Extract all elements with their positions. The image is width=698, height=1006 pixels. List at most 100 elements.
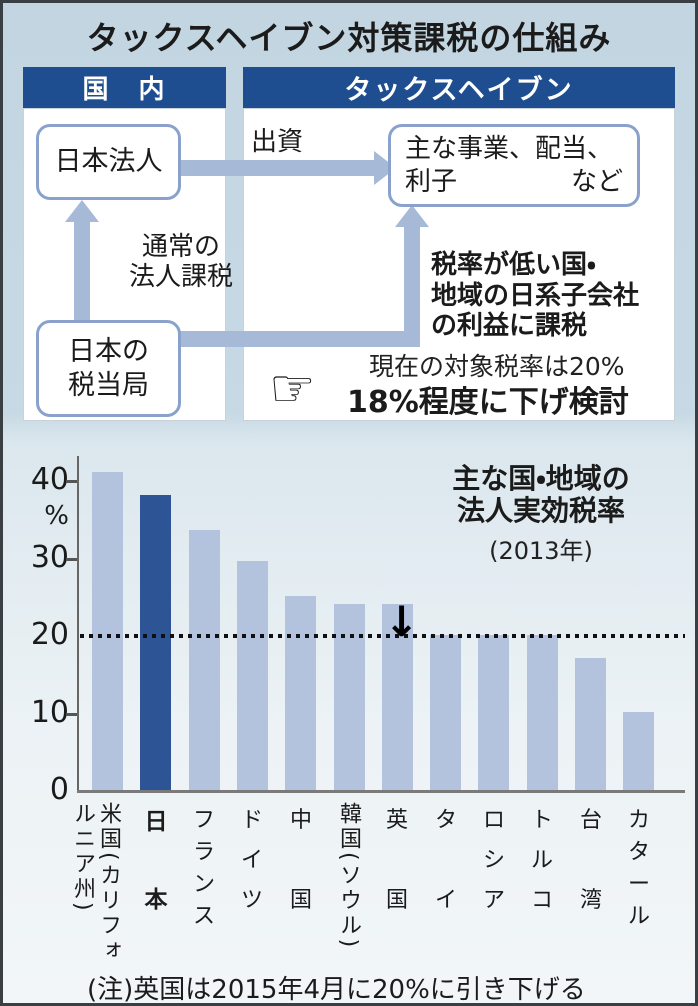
- bar-タイ: [430, 635, 461, 790]
- x-label-中国: 中国: [287, 802, 315, 914]
- bar-米国(カリフォルニア州): [92, 472, 123, 790]
- x-label-台湾: 台湾: [577, 802, 605, 914]
- normal-taxation-label: 通常の 法人課税: [121, 232, 241, 293]
- x-label-char: 湾: [579, 888, 602, 913]
- x-label-char: タ: [627, 840, 650, 865]
- x-label-column: タイ: [432, 802, 460, 914]
- uk-decrease-arrow-icon: ↓: [384, 597, 420, 646]
- japan-corporation-box: 日本法人: [36, 124, 181, 200]
- business-line2: 利子 など: [405, 166, 623, 199]
- chart-subtitle: (2013年): [489, 537, 593, 565]
- x-label-カタール: カタール: [625, 802, 653, 929]
- x-label-column: ドイツ: [238, 802, 266, 914]
- levy-line2: 地域の日系子会社: [431, 280, 640, 311]
- x-label-フランス: フランス: [190, 802, 218, 929]
- chart-title-line1: 主な国・地域の: [452, 462, 630, 495]
- business-line2-left: 利子: [405, 166, 458, 197]
- reference-line-20pct: [80, 634, 685, 638]
- x-label-char: ト: [530, 808, 553, 833]
- x-label-column: 英国: [383, 802, 411, 914]
- investment-arrow-shaft-icon: [179, 160, 376, 176]
- x-label-char: ア: [482, 888, 505, 913]
- x-label-column: トルコ: [528, 802, 556, 914]
- levy-arrow-head-icon: [395, 205, 429, 227]
- x-label-char: タ: [434, 808, 457, 833]
- y-tick-label-10: 10: [30, 694, 69, 730]
- x-label-char: 中: [289, 808, 312, 833]
- x-label-char: ス: [192, 904, 215, 929]
- x-label-char: フ: [192, 808, 215, 833]
- x-label-column: フランス: [190, 802, 218, 929]
- x-label-米国(カリフォルニア州): 米国(カリフォルニア州): [70, 802, 121, 964]
- levy-description: 税率が低い国・ 地域の日系子会社 の利益に課税: [431, 250, 686, 342]
- bar-台湾: [575, 658, 606, 790]
- x-label-column: ロシア: [480, 802, 508, 914]
- x-label-column: 日本: [142, 802, 170, 914]
- x-label-トルコ: トルコ: [528, 802, 556, 914]
- x-label-char: ロ: [482, 808, 505, 833]
- x-label-ドイツ: ドイツ: [238, 802, 266, 914]
- levy-line3: の利益に課税: [431, 311, 588, 342]
- x-label-char: ー: [627, 872, 650, 897]
- y-axis-line: [77, 456, 79, 793]
- tax-haven-header: タックスヘイブン: [243, 67, 675, 108]
- levy-arrow-vertical-shaft-icon: [404, 227, 420, 347]
- x-label-column: カタール: [625, 802, 653, 929]
- current-rate-text: 現在の対象税率は20%: [369, 352, 625, 381]
- x-label-char: コ: [530, 888, 553, 913]
- bar-フランス: [189, 530, 220, 790]
- x-label-タイ: タイ: [432, 802, 460, 914]
- tax-authority-line2: 税当局: [68, 369, 149, 401]
- chart-title-line2: 法人実効税率: [456, 494, 625, 528]
- footnote: (注)英国は2015年4月に20%に引き下げる: [87, 975, 586, 1005]
- x-label-char: イ: [240, 848, 263, 873]
- y-axis-unit-label: %: [44, 501, 69, 531]
- x-label-韓国(ソウル): 韓国(ソウル): [336, 802, 361, 951]
- business-box: 主な事業、配当、 利子 など: [388, 124, 640, 207]
- x-label-char: 英: [385, 808, 408, 833]
- investment-label: 出資: [251, 127, 304, 157]
- x-axis-line: [77, 790, 685, 793]
- up-arrow-shaft-icon: [74, 218, 90, 322]
- x-label-char: ル: [530, 848, 553, 873]
- business-line1: 主な事業、配当、: [405, 134, 614, 164]
- y-tick-label-40: 40: [30, 462, 69, 497]
- x-label-char: ン: [192, 872, 215, 897]
- tax-authority-box: 日本の 税当局: [36, 320, 181, 417]
- y-tick-label-20: 20: [30, 617, 69, 652]
- x-label-char: 台: [579, 808, 602, 833]
- x-label-char: イ: [434, 888, 457, 913]
- x-label-char: ル: [627, 904, 650, 929]
- x-label-char: 国: [385, 888, 408, 913]
- bar-日本: [140, 495, 171, 790]
- page-title: タックスヘイブン対策課税の仕組み: [86, 19, 612, 57]
- bar-中国: [285, 596, 316, 790]
- y-tick-mark-30: [66, 557, 77, 561]
- x-label-char: シ: [482, 848, 505, 873]
- levy-line1: 税率が低い国・: [431, 250, 596, 280]
- bar-ロシア: [478, 635, 509, 790]
- normal-taxation-line2: 法人課税: [128, 261, 233, 292]
- x-label-ロシア: ロシア: [480, 802, 508, 914]
- x-label-char: 日: [144, 809, 168, 835]
- bar-韓国(ソウル): [334, 604, 365, 790]
- y-tick-mark-10: [66, 712, 77, 716]
- x-label-日本: 日本: [142, 802, 170, 914]
- bar-ドイツ: [237, 561, 268, 790]
- x-label-char: 国: [289, 888, 312, 913]
- chart-title: 主な国・地域の 法人実効税率: [415, 462, 667, 528]
- x-label-英国: 英国: [383, 802, 411, 914]
- y-tick-mark-40: [66, 480, 77, 483]
- domestic-header: 国 内: [23, 67, 226, 108]
- proposal-text: 18%程度に下げ検討: [347, 385, 629, 420]
- pointing-hand-icon: ☞: [269, 359, 316, 419]
- y-tick-label-0: 0: [49, 772, 69, 807]
- y-tick-label-30: 30: [30, 539, 69, 575]
- x-label-column: 中国: [287, 802, 315, 914]
- bar-トルコ: [527, 635, 558, 790]
- x-label-char: ド: [240, 808, 263, 833]
- normal-taxation-line1: 通常の: [141, 232, 220, 262]
- japan-corporation-label: 日本法人: [54, 146, 163, 178]
- x-label-column: 台湾: [577, 802, 605, 914]
